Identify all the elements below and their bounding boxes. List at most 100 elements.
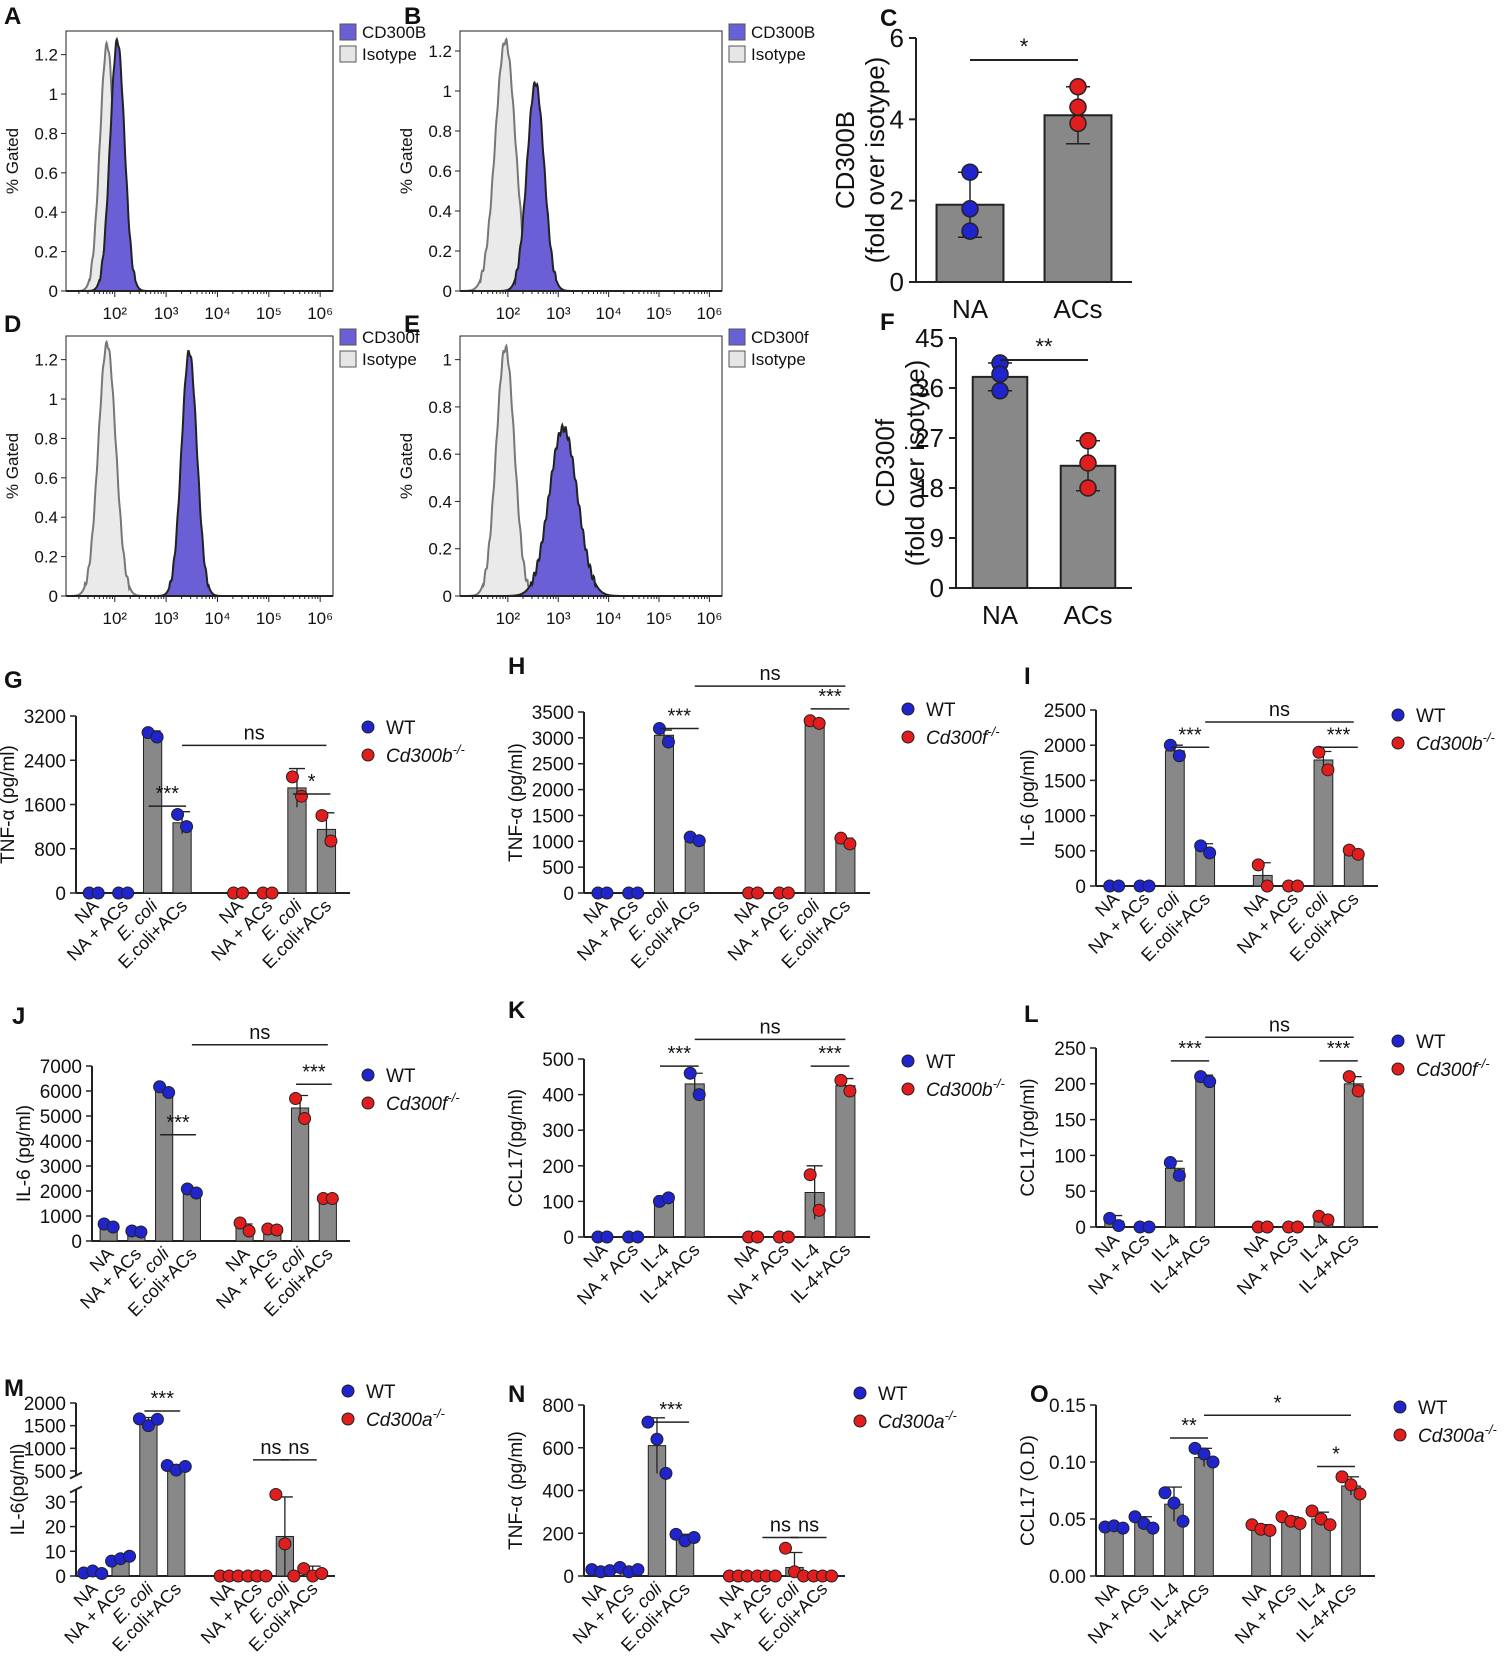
panel-letter: K (508, 997, 526, 1024)
data-point (324, 834, 338, 848)
marker-histogram (460, 422, 722, 597)
legend-label: CD300B (751, 23, 815, 42)
data-point (1353, 1487, 1367, 1501)
significance-label: ns (759, 663, 780, 685)
y-tick-label: 0 (49, 282, 58, 301)
data-point (991, 382, 1009, 400)
y-tick-label: 0 (443, 282, 452, 301)
legend-label: Cd300b-/- (1416, 730, 1496, 755)
legend-label-base: Cd300f (386, 1094, 449, 1115)
y-tick-label: 150 (1054, 1111, 1086, 1132)
legend-label-base: Cd300b (926, 1080, 993, 1101)
legend-label-superscript: -/- (447, 1090, 460, 1105)
significance-label: * (308, 771, 316, 793)
y-tick-label: 45 (915, 323, 944, 353)
y-axis-label: CCL17(pg/ml) (1018, 1078, 1039, 1196)
y-tick-label: 0 (890, 267, 904, 297)
significance-label: *** (1178, 724, 1202, 746)
panel-F: F 0 9 18 27 36 45 CD300f (fold over isotype) NA AC… (870, 309, 1132, 630)
data-point (1079, 479, 1097, 497)
significance-label: ns (288, 1437, 309, 1459)
data-point (1344, 1478, 1358, 1492)
data-point (803, 1168, 817, 1182)
y-tick-label: 3000 (40, 1157, 82, 1178)
data-point (289, 1092, 303, 1105)
legend-swatch-marker (728, 23, 746, 41)
y-axis-label: TNF-α (pg/ml) (506, 743, 527, 862)
data-point (812, 1203, 826, 1217)
data-point (259, 1569, 273, 1583)
legend-label: Isotype (751, 45, 806, 64)
x-tick-label: 10⁵ (256, 609, 282, 628)
y-tick-label: 0.4 (428, 492, 452, 511)
axis-break-mark (69, 1485, 83, 1494)
legend-swatch-isotype (339, 350, 357, 368)
x-tick-label: 10² (496, 304, 521, 323)
bar (804, 721, 825, 894)
y-tick-label: 500 (542, 1050, 574, 1071)
significance-label: ns (244, 722, 265, 744)
data-point (1251, 858, 1265, 872)
data-point (631, 1230, 645, 1244)
y-tick-label: 0.2 (34, 243, 58, 262)
significance-label: *** (668, 1043, 692, 1065)
x-tick-label: NA + ACs (724, 1240, 793, 1309)
marker-histogram (460, 80, 722, 292)
x-tick-label: 10⁴ (596, 304, 622, 323)
legend-marker-wt (853, 1386, 867, 1400)
data-point (683, 1066, 697, 1080)
y-tick-label: 0 (55, 1567, 66, 1588)
y-tick-label: 0.15 (1049, 1396, 1086, 1417)
data-point (692, 834, 706, 848)
data-point (180, 820, 194, 834)
isotype-histogram (460, 343, 722, 597)
y-tick-label: 30 (45, 1493, 66, 1514)
legend-marker-ko (853, 1414, 867, 1428)
data-point (1069, 78, 1087, 96)
significance-label: *** (818, 686, 842, 708)
data-point (236, 886, 250, 900)
data-point (1079, 454, 1097, 472)
data-point (298, 1112, 312, 1125)
bar (684, 1083, 705, 1238)
data-point (1351, 1084, 1365, 1098)
data-point (178, 1459, 192, 1473)
data-point (1323, 1518, 1337, 1532)
data-point (1079, 432, 1097, 450)
data-point (270, 1223, 284, 1237)
data-point (1197, 1447, 1211, 1461)
data-point (650, 1432, 664, 1446)
legend-label-superscript: -/- (1485, 1422, 1498, 1437)
y-tick-label: 0 (71, 1232, 82, 1253)
data-point (265, 886, 279, 900)
y-tick-label: 0 (55, 884, 66, 905)
data-point (1163, 738, 1177, 752)
x-tick-label: ACs (1053, 294, 1102, 324)
x-tick-label: 10² (102, 304, 127, 323)
data-point (778, 1541, 792, 1555)
y-tick-label: 400 (542, 1086, 574, 1107)
panel-letter: J (12, 1003, 25, 1030)
x-tick-label: 10² (496, 609, 521, 628)
y-tick-label: 0 (930, 573, 944, 603)
x-tick-label: 10⁶ (307, 304, 333, 323)
legend-label: CD300f (362, 328, 420, 347)
y-axis-label: TNF-α (pg/ml) (506, 1431, 527, 1550)
significance-label: ns (260, 1437, 281, 1459)
panel-letter: H (508, 653, 525, 680)
y-tick-label: 0.8 (428, 122, 452, 141)
panel-letter: E (404, 311, 420, 338)
data-point (600, 1230, 614, 1244)
y-tick-label: 5000 (40, 1107, 82, 1128)
x-tick-label: 10⁶ (696, 609, 722, 628)
data-point (1321, 763, 1335, 777)
y-tick-label: 2000 (24, 1394, 66, 1415)
legend-label: WT (1416, 1032, 1446, 1053)
data-point (134, 1225, 148, 1239)
x-tick-label: NA (982, 600, 1019, 630)
y-axis-label: CCL17(pg/ml) (506, 1089, 527, 1207)
data-point (1342, 1070, 1356, 1084)
bar (142, 734, 163, 894)
y-tick-label: 250 (1054, 1039, 1086, 1060)
